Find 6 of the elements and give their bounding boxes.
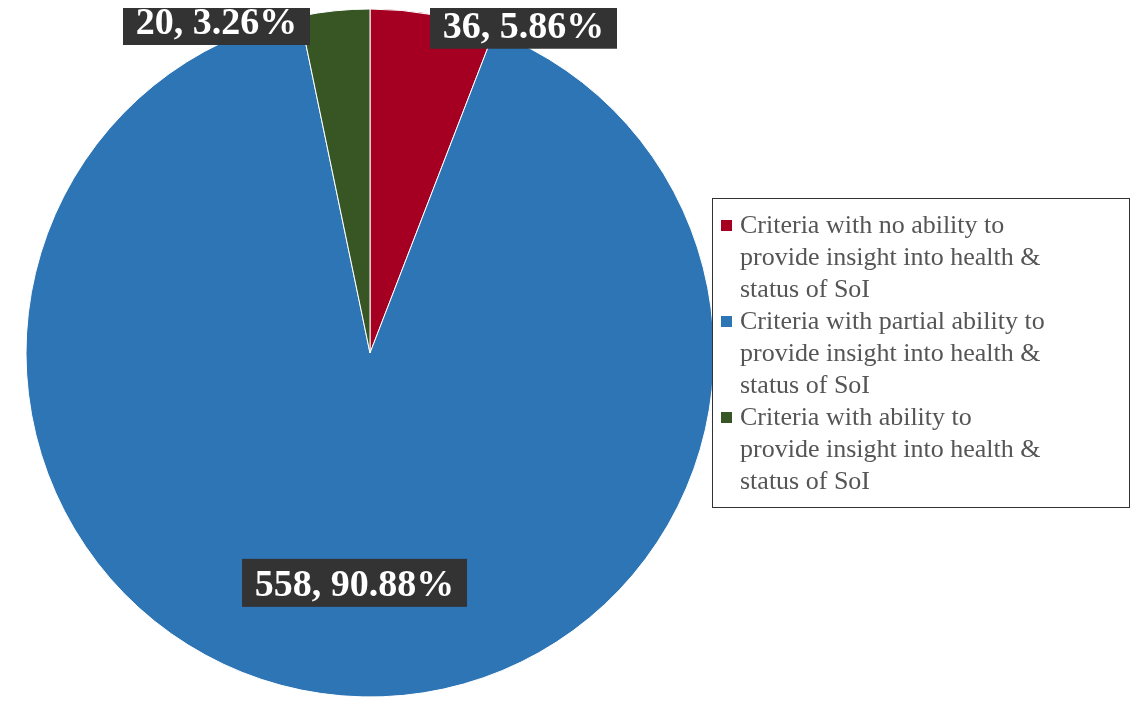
data-label: 20, 3.26% [135,0,298,42]
data-label: 558, 90.88% [254,561,455,604]
legend-label: Criteria with ability to provide insight into health & status of SoI [740,401,1042,497]
legend-label: Criteria with no ability to provide insight into health & status of SoI [740,209,1042,305]
legend-label: Criteria with partial ability to provide insight into health & status of SoI [740,305,1046,401]
data-label: 36, 5.86% [442,3,605,46]
